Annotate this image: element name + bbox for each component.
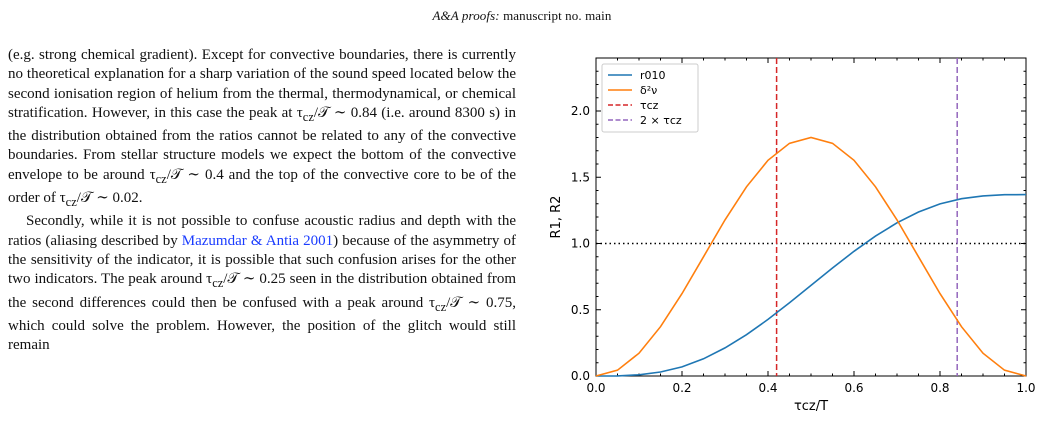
paragraph-1: (e.g. strong chemical gradient). Except … <box>8 46 516 212</box>
p1-part-b: /𝒯 ∼ 0.84 (i.e. around 8300 s) in the di… <box>8 104 517 183</box>
p2-part-d: /𝒯 ∼ 0.75, which could solve the problem… <box>8 294 516 354</box>
x-tick-label-5: 1.0 <box>1016 381 1035 395</box>
p1-subscript-3: cz <box>65 195 77 210</box>
x-tick-label-0: 0.0 <box>586 381 605 395</box>
p2-part-c: /𝒯 ∼ 0.25 seen in the distribution obtai… <box>8 271 516 311</box>
chart-svg: 0.0 0.2 0.4 0.6 0.8 1.0 0.0 0.5 1.0 1.5 2.0 τcz/T R1… <box>549 57 1036 414</box>
y-tick-label-1: 0.5 <box>571 303 590 317</box>
legend-label-0: r010 <box>640 69 666 82</box>
x-tick-label-4: 0.8 <box>930 381 949 395</box>
x-axis-label: τcz/T <box>794 399 828 414</box>
figure-chart: 0.0 0.2 0.4 0.6 0.8 1.0 0.0 0.5 1.0 1.5 2.0 τcz/T R1… <box>540 40 1040 440</box>
legend-label-1: δ²ν <box>640 84 657 97</box>
x-tick-label-3: 0.6 <box>844 381 863 395</box>
p1-part-d: /𝒯 ∼ 0.02. <box>76 190 143 207</box>
p1-part-c: /𝒯 ∼ 0.4 and the top of the convective c… <box>8 166 516 207</box>
y-tick-label-0: 0.0 <box>571 369 590 383</box>
series-line-1 <box>595 136 1027 377</box>
p2-subscript-2: cz <box>435 299 447 314</box>
legend-box <box>601 63 699 133</box>
citation-link[interactable]: Mazumdar & Antia 2001 <box>181 232 334 249</box>
p2-subscript-1: cz <box>212 276 224 291</box>
legend-label-2: τcz <box>640 99 659 112</box>
y-axis-label: R1, R2 <box>549 196 564 239</box>
y-tick-label-2: 1.0 <box>571 237 590 251</box>
running-header: A&A proofs: manuscript no. main <box>0 8 1044 24</box>
series-line-0 <box>595 193 1027 377</box>
body-text-column: (e.g. strong chemical gradient). Except … <box>8 46 516 355</box>
y-tick-label-4: 2.0 <box>571 104 590 118</box>
p1-subscript-1: cz <box>302 109 314 124</box>
p1-subscript-2: cz <box>155 171 167 186</box>
y-tick-label-3: 1.5 <box>571 170 590 184</box>
legend-label-3: 2 × τcz <box>640 114 682 127</box>
x-tick-label-1: 0.2 <box>672 381 691 395</box>
paragraph-2: Secondly, while it is not possible to co… <box>8 212 516 355</box>
p2-part-b: ) because of the asymmetry of the sensit… <box>8 232 517 288</box>
manuscript-label: manuscript no. main <box>503 8 612 23</box>
journal-name: A&A proofs: <box>432 8 500 23</box>
p1-part-a: (e.g. strong chemical gradient). Except … <box>8 47 516 121</box>
p2-part-a: Secondly, while it is not possible to co… <box>8 213 516 249</box>
x-tick-label-2: 0.4 <box>758 381 777 395</box>
